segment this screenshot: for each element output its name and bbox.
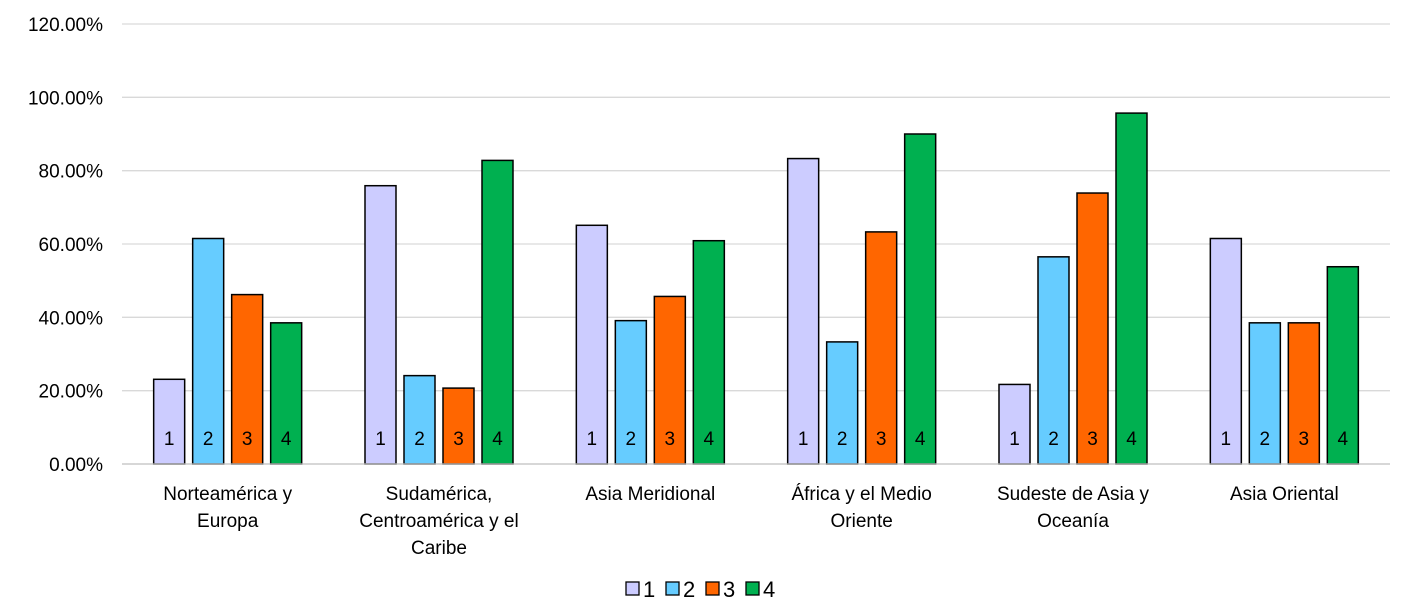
bar-label: 1 — [375, 429, 386, 450]
bar-label: 2 — [1260, 429, 1271, 450]
bar-label: 1 — [1009, 429, 1020, 450]
bar-series-2 — [403, 374, 436, 465]
bar-series-2 — [825, 341, 859, 465]
bar-label: 4 — [1338, 429, 1349, 450]
bar-label: 3 — [1087, 429, 1098, 450]
bar-label: 2 — [414, 429, 425, 450]
y-tick-label: 100.00% — [28, 88, 103, 109]
bar-series-4 — [1115, 112, 1148, 465]
bar-series-4 — [692, 239, 726, 465]
bar-label: 2 — [203, 429, 214, 450]
x-axis-category-labels: Norteamérica y Europa Sudamérica, Centroamé… — [163, 484, 1338, 559]
x-category-label: Asia Meridional — [585, 484, 715, 505]
legend-swatch — [745, 581, 760, 596]
bar-label: 4 — [281, 429, 292, 450]
bar-series-4 — [481, 159, 514, 465]
bar-series-1 — [364, 184, 397, 465]
y-tick-label: 40.00% — [39, 308, 104, 329]
legend-label: 1 — [643, 577, 655, 602]
bar-label: 2 — [837, 429, 848, 450]
legend-swatch — [665, 581, 680, 596]
bar-series-4 — [1326, 265, 1360, 465]
bar-label: 2 — [626, 429, 637, 450]
legend-item: 2 — [665, 577, 695, 602]
bar-label: 2 — [1048, 429, 1059, 450]
bar-label: 1 — [798, 429, 809, 450]
bar-series-2 — [191, 237, 225, 465]
bar-series-2 — [1037, 256, 1070, 465]
legend-item: 4 — [745, 577, 775, 602]
bar-label: 3 — [1299, 429, 1310, 450]
y-tick-label: 80.00% — [39, 162, 104, 183]
bar-series-1 — [1209, 237, 1243, 465]
bar-label: 3 — [876, 429, 887, 450]
bar-series-labels: 1 1 1 1 1 1 2 2 2 2 2 2 3 3 3 3 3 3 4 4 4 4 4 4 — [164, 429, 1349, 450]
y-tick-label: 0.00% — [49, 455, 103, 476]
bar-series-1 — [786, 157, 820, 465]
bar-label: 4 — [704, 429, 715, 450]
x-category-label: África y el Medio Oriente — [791, 484, 931, 532]
bar-series-1 — [152, 378, 186, 465]
bar-series-4 — [903, 133, 937, 465]
bar-series-3 — [1076, 192, 1109, 465]
bar-label: 4 — [915, 429, 926, 450]
bar-series-2 — [1248, 322, 1282, 465]
y-tick-label: 60.00% — [39, 235, 104, 256]
x-category-label: Asia Oriental — [1230, 484, 1339, 505]
bar-series-3 — [442, 387, 475, 465]
y-axis-tick-labels: 0.00% 20.00% 40.00% 60.00% 80.00% 100.00% 120.… — [28, 15, 103, 476]
bar-series-4 — [269, 322, 303, 465]
legend-item: 1 — [625, 577, 655, 602]
bar-label: 4 — [492, 429, 503, 450]
bar-series-3 — [230, 293, 264, 465]
bar-label: 4 — [1126, 429, 1137, 450]
bar-label: 1 — [587, 429, 598, 450]
x-category-label: Norteamérica y Europa — [163, 484, 292, 532]
bar-label: 3 — [242, 429, 253, 450]
legend-label: 4 — [763, 577, 775, 602]
bar-label: 1 — [164, 429, 175, 450]
gridlines — [122, 23, 1390, 392]
legend-item: 3 — [705, 577, 735, 602]
legend-label: 3 — [723, 577, 735, 602]
y-tick-label: 20.00% — [39, 382, 104, 403]
x-category-label: Sudamérica, Centroamérica y el Caribe — [359, 484, 518, 559]
bar-label: 3 — [665, 429, 676, 450]
bar-label: 3 — [453, 429, 464, 450]
legend-swatch — [705, 581, 720, 596]
bar-series-3 — [864, 231, 898, 465]
legend-label: 2 — [683, 577, 695, 602]
x-category-label: Sudeste de Asia y Oceanía — [997, 484, 1150, 532]
bar-label: 1 — [1221, 429, 1232, 450]
legend: 1 2 3 4 — [625, 577, 775, 602]
bars — [152, 112, 1360, 465]
y-tick-label: 120.00% — [28, 15, 103, 36]
bar-series-1 — [998, 383, 1031, 465]
legend-swatch — [625, 581, 640, 596]
